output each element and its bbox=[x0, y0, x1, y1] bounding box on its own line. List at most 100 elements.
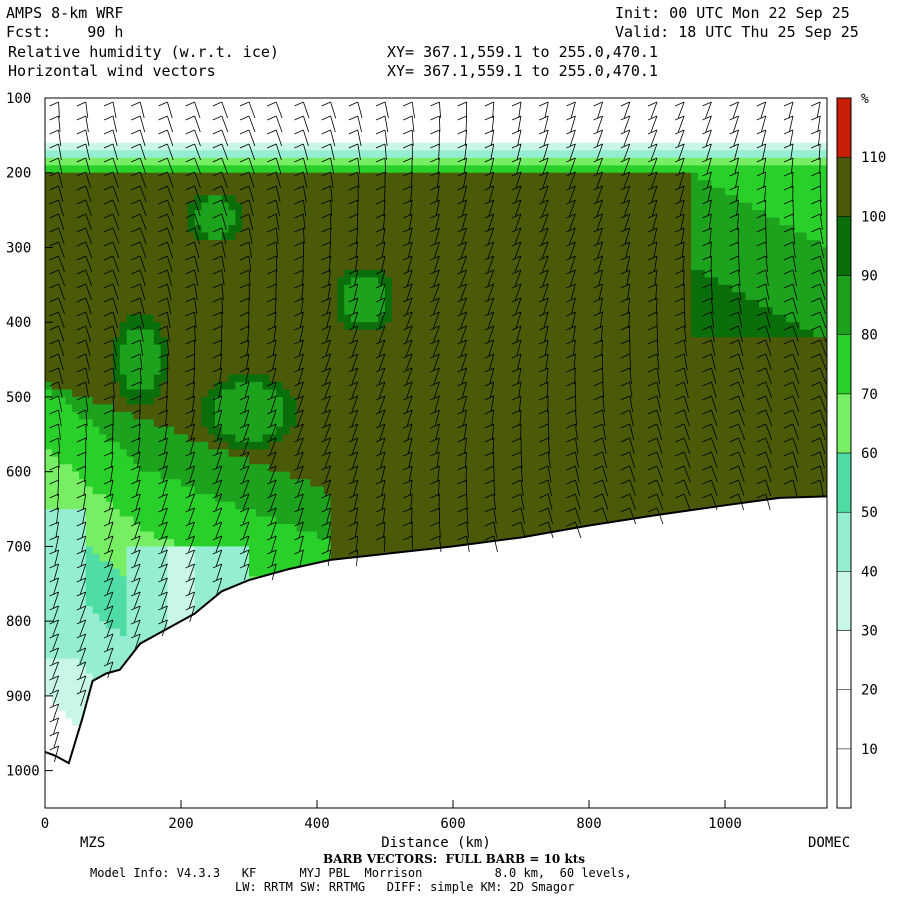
rh-cell bbox=[398, 337, 406, 346]
rh-cell bbox=[357, 135, 366, 144]
rh-cell bbox=[357, 471, 366, 480]
rh-cell bbox=[153, 501, 162, 510]
rh-cell bbox=[133, 157, 141, 166]
rh-cell bbox=[65, 172, 73, 181]
rh-cell bbox=[276, 352, 284, 361]
rh-cell bbox=[323, 755, 332, 764]
rh-cell bbox=[174, 568, 182, 577]
rh-cell bbox=[385, 583, 393, 592]
rh-cell bbox=[262, 583, 270, 592]
rh-cell bbox=[310, 367, 318, 376]
rh-cell bbox=[79, 426, 87, 435]
rh-cell bbox=[330, 240, 338, 249]
rh-cell bbox=[235, 576, 243, 585]
rh-cell bbox=[378, 411, 386, 420]
rh-cell bbox=[323, 240, 332, 249]
rh-cell bbox=[276, 606, 284, 615]
rh-cell bbox=[323, 98, 332, 107]
rh-cell bbox=[45, 801, 52, 809]
rh-cell bbox=[371, 740, 379, 749]
rh-cell bbox=[357, 673, 366, 682]
rh-cell bbox=[255, 538, 264, 547]
rh-cell bbox=[344, 755, 352, 764]
rh-cell bbox=[194, 636, 202, 645]
rh-cell bbox=[330, 449, 338, 458]
rh-cell bbox=[106, 793, 113, 801]
rh-cell bbox=[126, 441, 134, 450]
rh-cell bbox=[276, 284, 284, 293]
rh-cell bbox=[113, 434, 121, 443]
rh-cell bbox=[106, 404, 114, 413]
rh-cell bbox=[289, 643, 298, 652]
rh-cell bbox=[59, 763, 66, 771]
rh-cell bbox=[249, 269, 257, 278]
rh-cell bbox=[378, 389, 386, 398]
rh-cell bbox=[357, 157, 366, 166]
rh-cell bbox=[208, 262, 216, 271]
rh-cell bbox=[65, 471, 73, 480]
rh-cell bbox=[215, 786, 222, 794]
rh-cell bbox=[398, 180, 406, 189]
rh-cell bbox=[201, 763, 208, 771]
rh-cell bbox=[221, 142, 230, 151]
rh-cell bbox=[195, 801, 202, 809]
rh-cell bbox=[337, 142, 345, 151]
rh-cell bbox=[289, 621, 298, 630]
rh-cell bbox=[126, 434, 134, 443]
rh-cell bbox=[364, 337, 372, 346]
rh-cell bbox=[385, 187, 393, 196]
rh-cell bbox=[344, 531, 352, 540]
rh-cell bbox=[337, 778, 344, 786]
rh-cell bbox=[72, 755, 80, 764]
rh-cell bbox=[378, 232, 386, 241]
rh-cell bbox=[167, 269, 175, 278]
rh-cell bbox=[140, 217, 148, 226]
rh-cell bbox=[133, 464, 141, 473]
rh-cell bbox=[106, 240, 114, 249]
rh-cell bbox=[99, 464, 107, 473]
rh-cell bbox=[283, 725, 291, 734]
rh-cell bbox=[99, 292, 107, 301]
rh-cell bbox=[221, 210, 230, 219]
rh-cell bbox=[310, 240, 318, 249]
rh-cell bbox=[289, 628, 298, 637]
rh-cell bbox=[58, 314, 66, 323]
rh-cell bbox=[351, 98, 359, 107]
rh-cell bbox=[337, 426, 345, 435]
rh-cell bbox=[58, 680, 66, 689]
rh-cell bbox=[371, 651, 379, 660]
rh-cell bbox=[45, 105, 53, 114]
rh-cell bbox=[330, 538, 338, 547]
rh-cell bbox=[222, 786, 229, 794]
rh-cell bbox=[310, 524, 318, 533]
rh-cell bbox=[133, 314, 141, 323]
rh-cell bbox=[201, 740, 209, 749]
rh-cell bbox=[181, 389, 189, 398]
rh-cell bbox=[276, 210, 284, 219]
rh-cell bbox=[187, 509, 196, 518]
rh-cell bbox=[364, 329, 372, 338]
rh-cell bbox=[181, 434, 189, 443]
rh-cell bbox=[276, 733, 284, 742]
rh-cell bbox=[215, 494, 223, 503]
rh-cell bbox=[167, 404, 175, 413]
rh-cell bbox=[119, 546, 128, 555]
rh-cell bbox=[371, 434, 379, 443]
rh-cell bbox=[283, 666, 291, 675]
rh-cell bbox=[85, 643, 94, 652]
rh-cell bbox=[72, 771, 79, 779]
rh-cell bbox=[92, 733, 100, 742]
rh-cell bbox=[255, 337, 264, 346]
rh-cell bbox=[364, 359, 372, 368]
rh-cell bbox=[52, 801, 59, 809]
rh-cell bbox=[113, 254, 121, 263]
rh-cell bbox=[65, 583, 73, 592]
rh-cell bbox=[126, 367, 134, 376]
rh-cell bbox=[79, 284, 87, 293]
rh-cell bbox=[371, 314, 379, 323]
rh-cell bbox=[119, 755, 128, 764]
rh-cell bbox=[235, 643, 243, 652]
rh-cell bbox=[126, 591, 134, 600]
rh-cell bbox=[303, 277, 311, 286]
rh-cell bbox=[133, 695, 141, 704]
